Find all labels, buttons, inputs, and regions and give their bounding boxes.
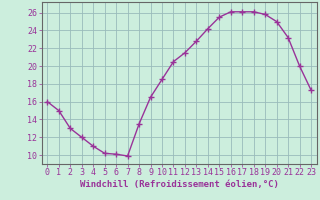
X-axis label: Windchill (Refroidissement éolien,°C): Windchill (Refroidissement éolien,°C): [80, 180, 279, 189]
